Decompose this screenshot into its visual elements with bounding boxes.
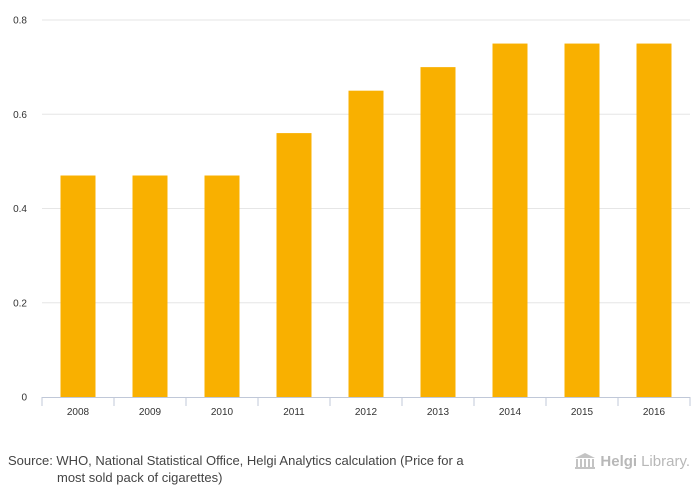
bar bbox=[276, 133, 312, 397]
bar bbox=[420, 67, 456, 397]
source-line-2: most sold pack of cigarettes) bbox=[57, 470, 223, 485]
x-tick-label: 2015 bbox=[571, 407, 594, 418]
y-tick-label: 0.2 bbox=[13, 298, 27, 309]
brand-name-rest: Library. bbox=[641, 452, 690, 470]
bar bbox=[204, 175, 240, 397]
bar bbox=[348, 90, 384, 397]
x-tick-label: 2010 bbox=[211, 407, 234, 418]
x-tick-label: 2011 bbox=[283, 407, 305, 418]
x-tick-label: 2012 bbox=[355, 407, 378, 418]
source-note: Source: WHO, National Statistical Office… bbox=[8, 452, 538, 486]
bar bbox=[564, 43, 600, 397]
x-tick-label: 2008 bbox=[67, 407, 90, 418]
y-tick-label: 0.4 bbox=[13, 204, 27, 215]
bar bbox=[636, 43, 672, 397]
library-building-icon bbox=[575, 453, 596, 469]
y-tick-label: 0.8 bbox=[13, 16, 27, 27]
bar bbox=[132, 175, 168, 397]
x-tick-label: 2013 bbox=[427, 407, 450, 418]
source-line-1: Source: WHO, National Statistical Office… bbox=[8, 453, 464, 468]
x-tick-label: 2009 bbox=[139, 407, 162, 418]
brand-logo: Helgi Library. bbox=[574, 450, 690, 472]
y-tick-label: 0.6 bbox=[13, 110, 27, 121]
bar bbox=[492, 43, 528, 397]
bar bbox=[60, 175, 96, 397]
y-tick-label: 0 bbox=[21, 393, 27, 404]
brand-name-bold: Helgi bbox=[600, 452, 638, 470]
x-tick-label: 2016 bbox=[643, 407, 666, 418]
x-tick-label: 2014 bbox=[499, 407, 522, 418]
